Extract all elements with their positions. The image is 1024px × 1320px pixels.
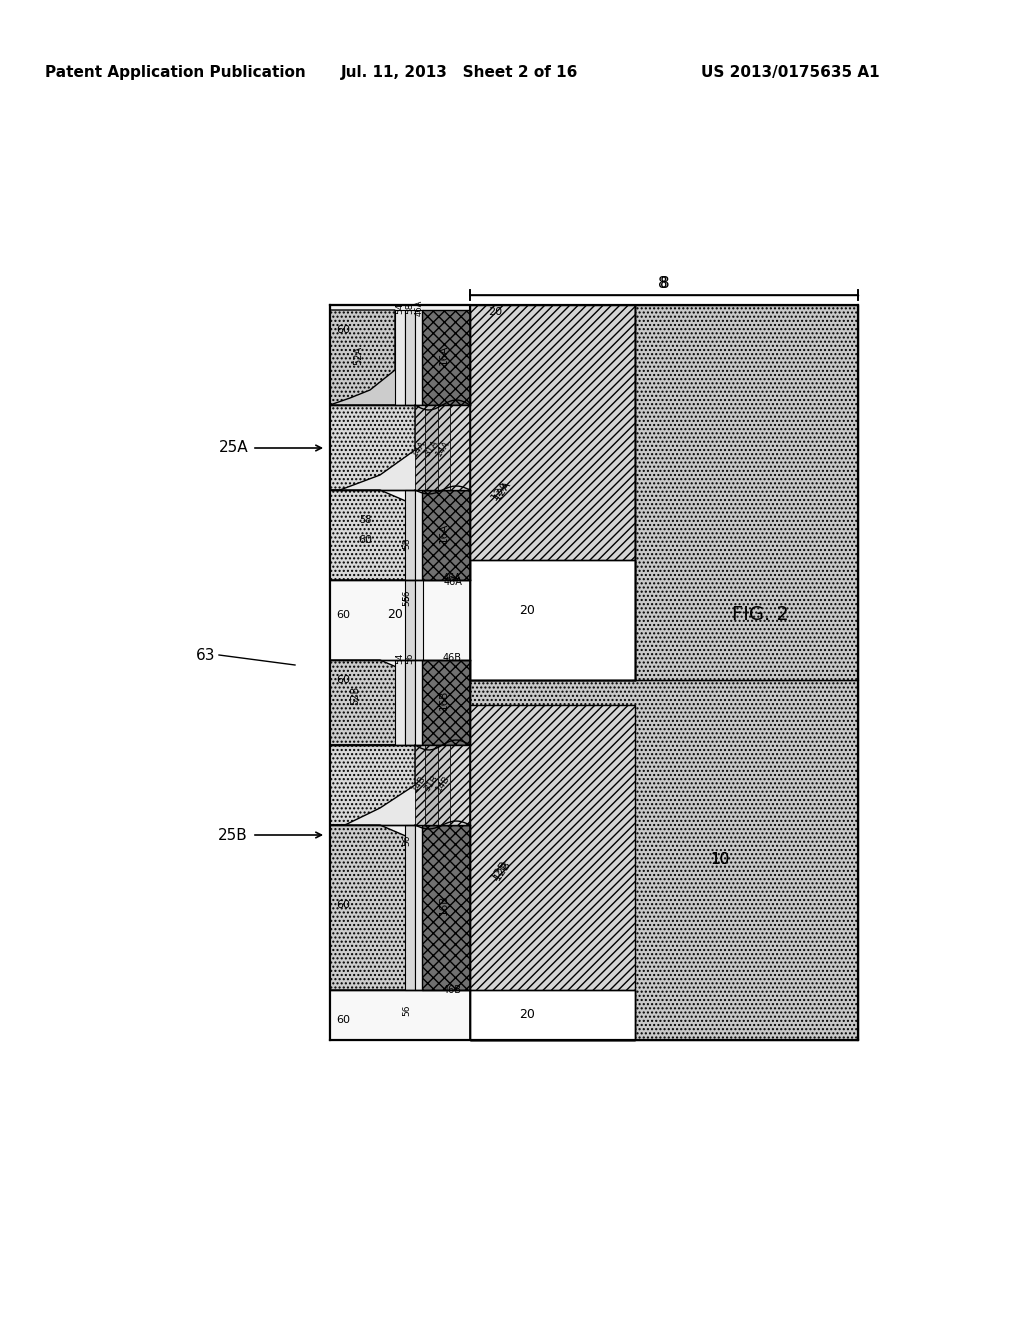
Bar (422, 310, 470, 405)
Polygon shape (438, 405, 450, 490)
Polygon shape (425, 744, 438, 825)
Bar (406, 490, 415, 579)
Text: 54: 54 (395, 302, 404, 314)
Text: 46A: 46A (443, 577, 462, 587)
Bar (470, 560, 635, 680)
Text: 20: 20 (488, 308, 502, 317)
Bar (470, 560, 635, 680)
Text: 56: 56 (402, 589, 412, 601)
Bar (330, 305, 470, 1040)
Text: 31B: 31B (422, 774, 439, 793)
Bar (470, 705, 635, 1040)
Text: 60: 60 (336, 675, 350, 685)
Text: 58: 58 (406, 302, 415, 314)
Text: 60: 60 (336, 325, 350, 335)
Polygon shape (330, 744, 415, 825)
Text: US 2013/0175635 A1: US 2013/0175635 A1 (700, 65, 880, 79)
Text: 8: 8 (660, 276, 670, 290)
Text: 20: 20 (519, 1008, 535, 1022)
Polygon shape (438, 744, 450, 825)
Text: 10: 10 (711, 853, 730, 867)
Text: 60: 60 (336, 900, 350, 909)
Bar (330, 405, 470, 490)
Bar (406, 825, 415, 990)
Text: FIG. 2: FIG. 2 (731, 606, 788, 624)
Text: 12B: 12B (489, 858, 510, 882)
Text: 16B: 16B (439, 690, 449, 710)
Polygon shape (415, 744, 425, 825)
Text: 58: 58 (402, 537, 412, 549)
Polygon shape (330, 310, 395, 405)
Text: Jul. 11, 2013   Sheet 2 of 16: Jul. 11, 2013 Sheet 2 of 16 (341, 65, 579, 79)
Polygon shape (330, 490, 415, 579)
Text: 8: 8 (658, 276, 668, 290)
Text: 58: 58 (358, 515, 371, 525)
Bar (470, 680, 858, 1040)
Text: 60: 60 (358, 535, 372, 545)
Text: 12A: 12A (493, 478, 513, 502)
Polygon shape (330, 405, 415, 490)
Polygon shape (425, 405, 438, 490)
Bar (330, 310, 395, 405)
Text: 14B: 14B (434, 774, 452, 793)
Bar (415, 825, 423, 990)
Text: 63: 63 (196, 648, 215, 663)
Text: 60: 60 (336, 610, 350, 620)
Text: 12B: 12B (493, 858, 513, 882)
Bar (406, 660, 415, 744)
Bar (422, 825, 470, 990)
Bar (422, 660, 470, 744)
Bar (395, 310, 406, 405)
Text: 54: 54 (395, 652, 404, 664)
Bar (415, 490, 423, 579)
Bar (422, 490, 470, 579)
Bar (415, 310, 423, 405)
Text: 20: 20 (519, 603, 535, 616)
Bar (406, 310, 415, 405)
Text: 60: 60 (336, 1015, 350, 1026)
Bar (470, 990, 635, 1040)
Text: 52A: 52A (353, 346, 362, 364)
Bar (406, 579, 415, 660)
Bar (330, 579, 470, 660)
Bar (470, 305, 635, 680)
Bar (395, 660, 406, 744)
Polygon shape (450, 744, 470, 825)
Text: 25B: 25B (218, 828, 248, 842)
Polygon shape (415, 405, 470, 490)
Polygon shape (415, 744, 470, 825)
Text: 46B: 46B (443, 985, 462, 995)
Text: 46A: 46A (415, 300, 424, 317)
Text: 46A: 46A (442, 573, 461, 583)
Text: 10: 10 (711, 853, 730, 867)
Text: 56: 56 (402, 594, 412, 606)
Bar (635, 305, 858, 680)
Text: 14A: 14A (434, 438, 452, 458)
Polygon shape (450, 405, 470, 490)
Bar (330, 744, 470, 825)
Text: 25A: 25A (218, 441, 248, 455)
Bar (415, 660, 423, 744)
Bar (470, 990, 635, 1040)
Text: 56: 56 (402, 834, 412, 846)
Text: 20: 20 (387, 609, 402, 622)
Text: 56: 56 (402, 1005, 412, 1016)
Bar (415, 579, 423, 660)
Text: 52B: 52B (350, 685, 360, 705)
Text: 16A: 16A (439, 345, 449, 366)
Bar (330, 990, 470, 1040)
Text: 16B: 16B (439, 895, 449, 915)
Text: 31A: 31A (422, 438, 439, 458)
Text: Patent Application Publication: Patent Application Publication (45, 65, 305, 79)
Text: 14B: 14B (411, 774, 428, 793)
Text: 46B: 46B (443, 653, 462, 663)
Polygon shape (330, 825, 415, 990)
Polygon shape (330, 660, 415, 744)
Text: 16A: 16A (439, 523, 449, 544)
Text: 12A: 12A (489, 478, 510, 502)
Polygon shape (415, 405, 425, 490)
Text: 14A: 14A (411, 438, 428, 458)
Text: 56: 56 (406, 652, 415, 664)
